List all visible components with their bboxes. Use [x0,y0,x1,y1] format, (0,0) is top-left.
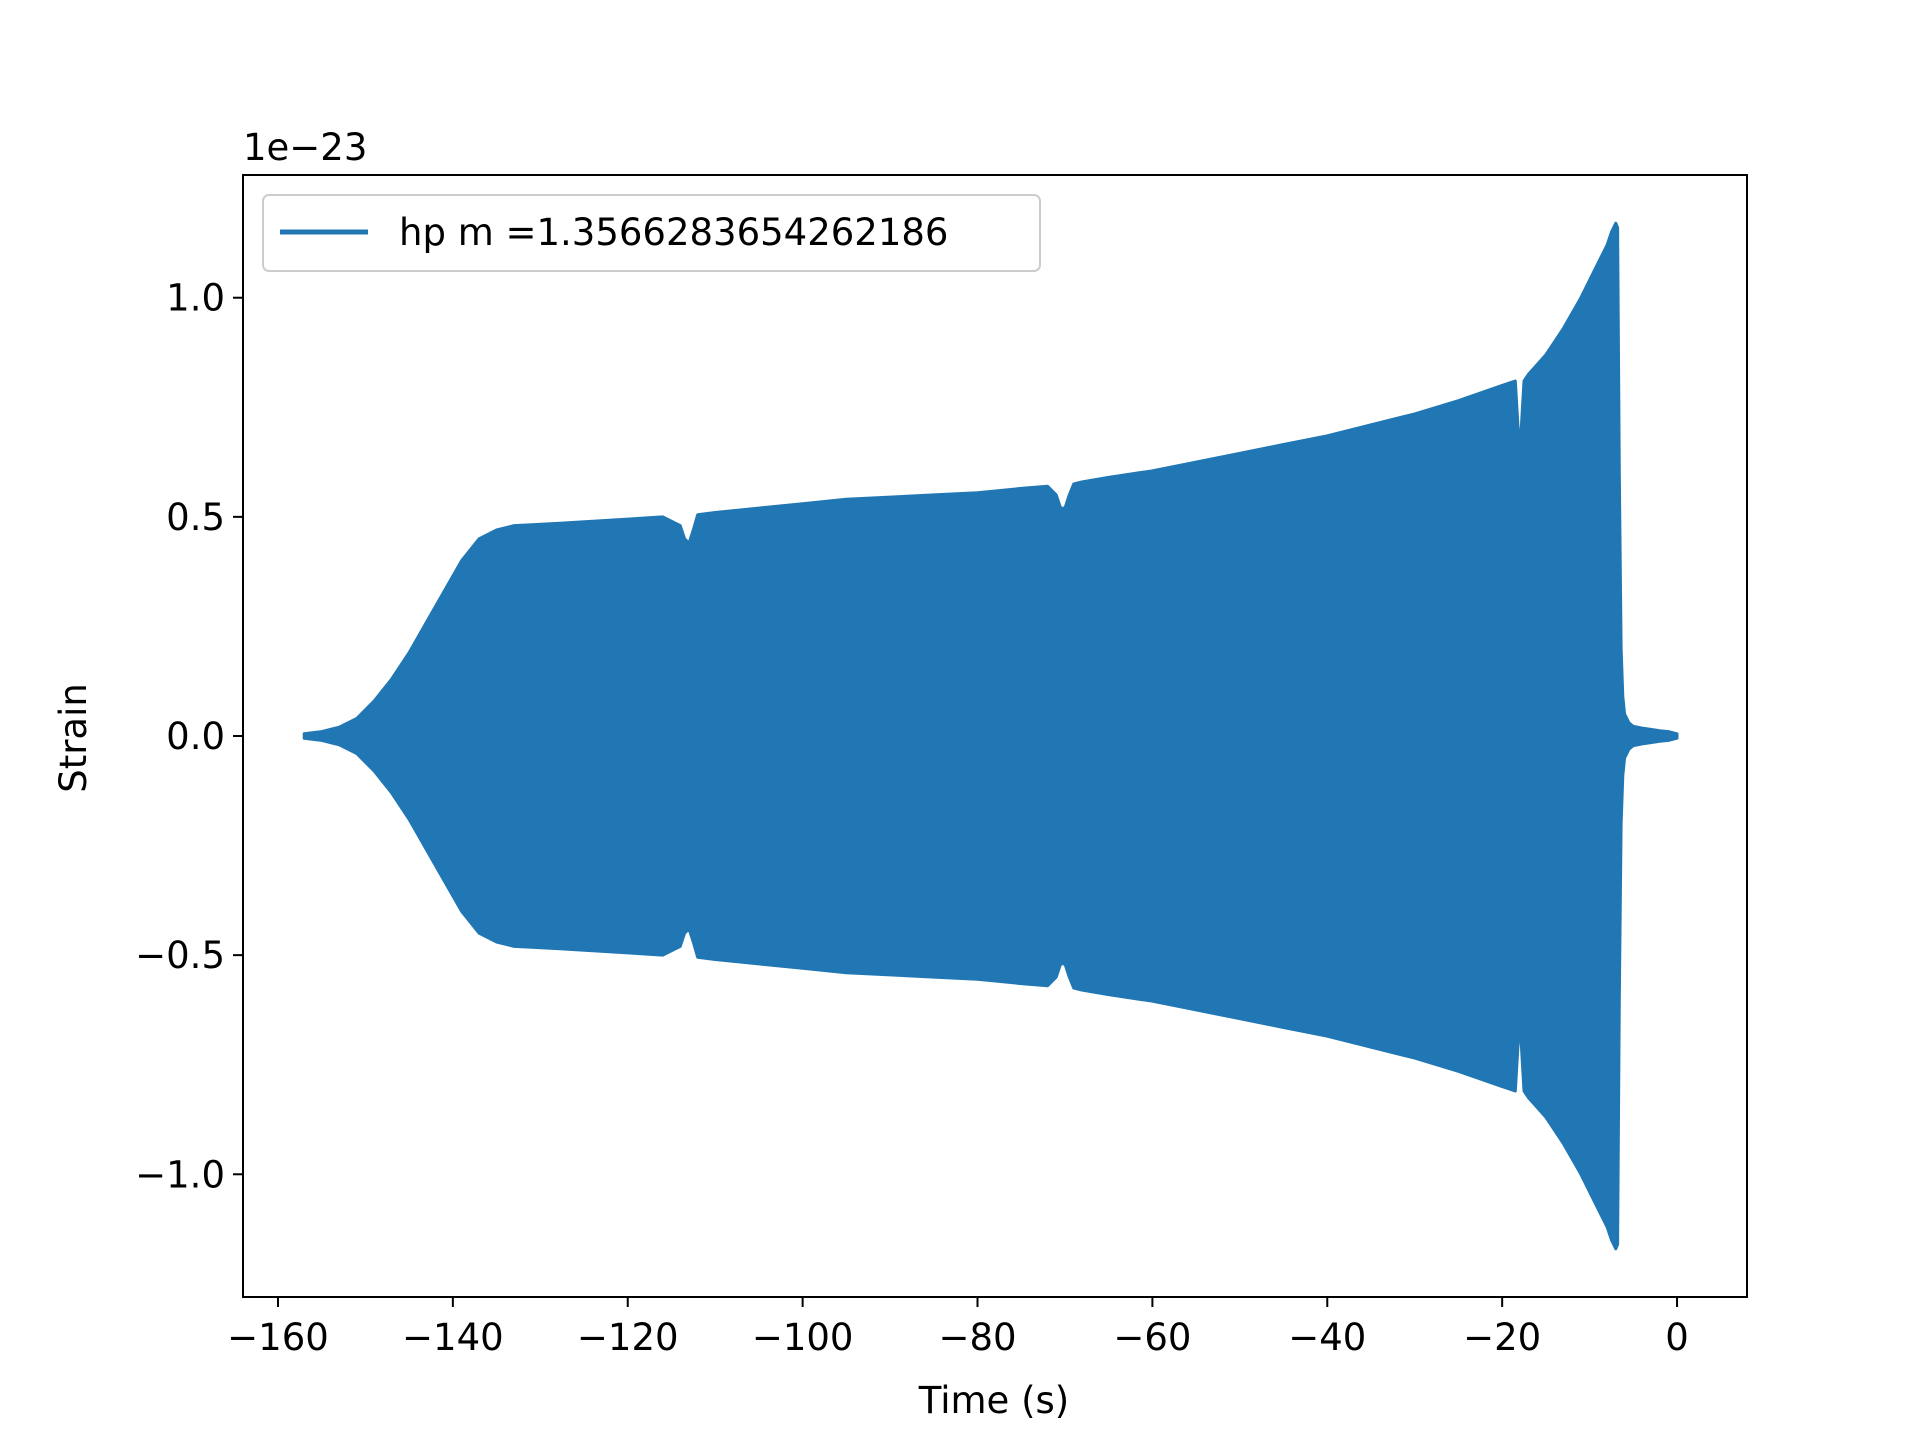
y-tick-label: 1.0 [166,277,225,320]
x-tick-label: −20 [1463,1316,1541,1359]
x-tick-label: −140 [402,1316,504,1359]
x-tick-label: −40 [1288,1316,1366,1359]
x-axis: −160 −140 −120 −100 −80 −60 −40 −20 0 [227,1297,1689,1359]
legend: hp m =1.3566283654262186 [262,194,1041,272]
x-tick-label: −100 [752,1316,854,1359]
x-tick-label: −80 [938,1316,1016,1359]
x-tick-label: −60 [1113,1316,1191,1359]
x-tick-label: −120 [577,1316,679,1359]
y-tick-label: −0.5 [135,934,225,977]
y-axis-offset-label: 1e−23 [243,126,367,169]
x-tick-label: −160 [227,1316,329,1359]
y-axis: −1.0 −0.5 0.0 0.5 1.0 [135,277,243,1196]
y-axis-label: Strain [52,683,95,793]
plot-area [302,221,1679,1251]
y-tick-label: −1.0 [135,1153,225,1196]
legend-box [262,194,1041,272]
legend-series-label: hp m =1.3566283654262186 [399,211,948,254]
x-tick-label: 0 [1665,1316,1689,1359]
series-hp-waveform [302,221,1679,1251]
x-axis-label: Time (s) [918,1379,1069,1422]
y-tick-label: 0.0 [166,715,225,758]
plot-frame [242,174,1748,1298]
y-tick-label: 0.5 [166,496,225,539]
